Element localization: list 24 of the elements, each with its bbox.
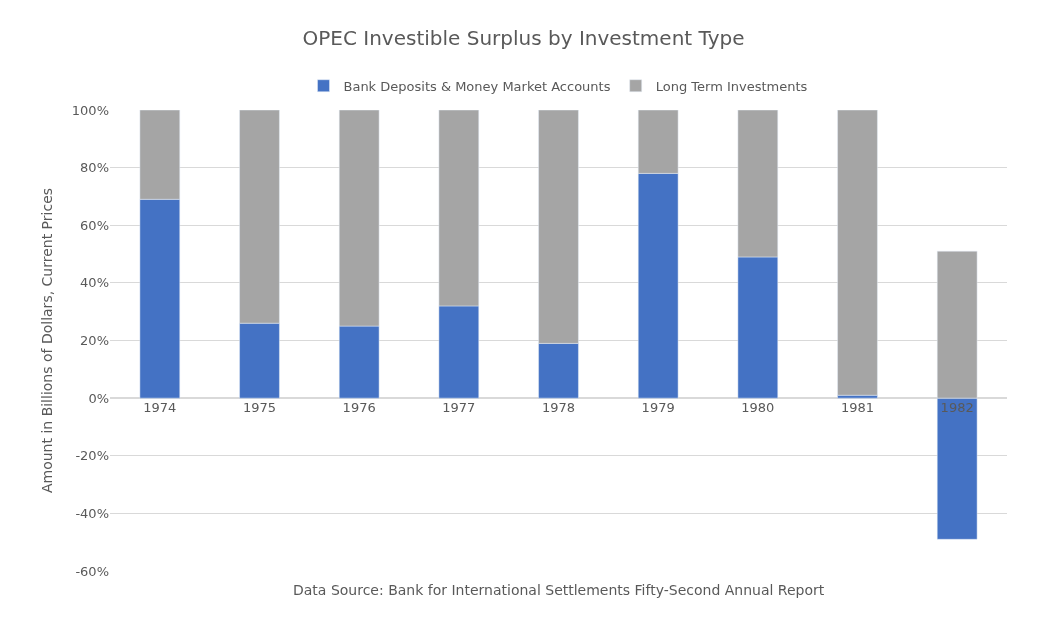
y-tick-label: 100% (71, 102, 109, 118)
x-tick-label: 1981 (840, 400, 875, 416)
source-note: Data Source: Bank for International Settlements Fifty-Second Annual Report (293, 582, 825, 598)
x-tick-label: 1977 (442, 400, 476, 416)
x-tick-label: 1974 (143, 400, 177, 416)
y-tick-label: 20% (80, 333, 109, 349)
legend-label: Long Term Investments (655, 78, 808, 94)
y-tick-label: 80% (80, 160, 109, 176)
y-tick-label: -20% (75, 448, 109, 464)
y-tick-label: -60% (75, 563, 109, 579)
x-tick-label: 1979 (641, 400, 675, 416)
x-tick-label: 1978 (541, 400, 576, 416)
x-tick-label: 1976 (342, 400, 376, 416)
y-tick-label: 60% (80, 217, 109, 233)
y-tick-label: 0% (88, 390, 109, 406)
y-tick-label: 40% (80, 275, 109, 291)
x-tick-label: 1982 (940, 400, 974, 416)
legend-label: Bank Deposits & Money Market Accounts (343, 78, 611, 94)
y-tick-label: -40% (75, 505, 109, 521)
x-tick-label: 1975 (242, 400, 277, 416)
y-axis-title: Amount in Billions of Dollars, Current Prices (39, 187, 56, 494)
chart-title: OPEC Investible Surplus by Investment Type (302, 26, 745, 51)
bar (837, 110, 878, 396)
x-tick-label: 1980 (741, 400, 775, 416)
